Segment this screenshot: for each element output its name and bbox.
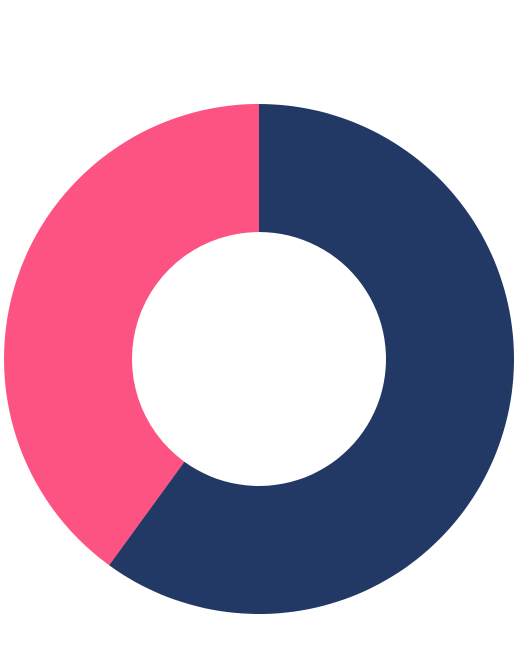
donut-slices [3,104,514,614]
donut-slice-1 [109,104,514,614]
donut-slice-2 [3,104,260,566]
